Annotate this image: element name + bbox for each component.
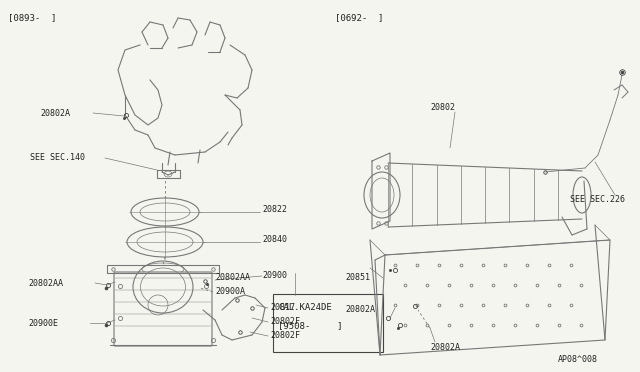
Text: [0893-  ]: [0893- ] <box>8 13 56 22</box>
Text: CAL.KA24DE: CAL.KA24DE <box>278 304 332 312</box>
Text: SEE SEC.140: SEE SEC.140 <box>30 154 85 163</box>
Text: 20840: 20840 <box>262 235 287 244</box>
Text: 20802AA: 20802AA <box>28 279 63 288</box>
Text: 20802A: 20802A <box>430 343 460 353</box>
Text: 20851: 20851 <box>345 273 370 282</box>
Text: 20802AA: 20802AA <box>215 273 250 282</box>
Text: SEE SEC.226: SEE SEC.226 <box>570 196 625 205</box>
Text: 20900: 20900 <box>262 272 287 280</box>
Text: [9508-     ]: [9508- ] <box>278 321 342 330</box>
Text: 20900A: 20900A <box>215 288 245 296</box>
Text: [0692-  ]: [0692- ] <box>335 13 383 22</box>
Bar <box>273 294 383 352</box>
Text: 20802F: 20802F <box>270 317 300 327</box>
Text: 20802: 20802 <box>430 103 455 112</box>
Ellipse shape <box>131 198 199 226</box>
Text: 20900E: 20900E <box>28 318 58 327</box>
Text: 20802A: 20802A <box>40 109 70 118</box>
Text: 20802F: 20802F <box>270 331 300 340</box>
Text: AP08^008: AP08^008 <box>558 356 598 365</box>
Text: 20822: 20822 <box>262 205 287 215</box>
FancyBboxPatch shape <box>114 272 212 346</box>
Text: 20817: 20817 <box>270 304 295 312</box>
Ellipse shape <box>127 227 203 257</box>
Text: 20802A: 20802A <box>345 305 375 314</box>
